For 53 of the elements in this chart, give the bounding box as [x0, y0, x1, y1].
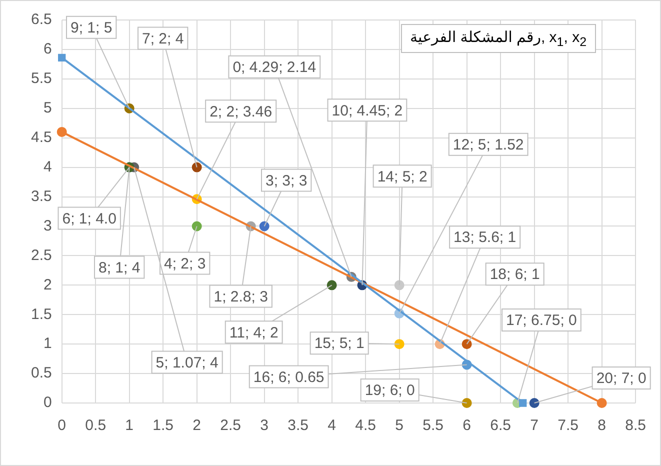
- annotation: 4; 2; 3: [164, 255, 206, 272]
- annotation: 1; 2.8; 3: [214, 288, 268, 306]
- y-tick-label: 2.5: [30, 246, 52, 264]
- annotation: 14; 5; 2: [377, 168, 428, 186]
- x-tick-label: 4.5: [355, 417, 376, 434]
- x-tick-label: 4: [328, 417, 336, 434]
- annotation: 13; 5.6; 1: [454, 229, 516, 246]
- annotation: 11; 4; 2: [229, 324, 278, 342]
- y-tick-label: 6: [44, 40, 52, 58]
- x-tick-label: 5.5: [422, 417, 444, 434]
- x-tick-label: 1.5: [152, 417, 174, 434]
- annotation: 8; 1; 4: [98, 259, 140, 276]
- y-tick-label: 1: [44, 335, 52, 352]
- y-tick-label: 4: [44, 158, 52, 176]
- annotation: 5; 1.07; 4: [156, 354, 218, 372]
- annotation: 7; 2; 4: [142, 30, 184, 48]
- y-tick-label: 3: [44, 217, 52, 234]
- x-tick-label: 1: [125, 417, 134, 434]
- annotation: 15; 5; 1: [314, 335, 364, 352]
- annotation: 0; 4.29; 2.14: [232, 59, 316, 76]
- annotation: 2; 2; 3.46: [210, 103, 272, 120]
- x-tick-label: 8.5: [625, 417, 646, 434]
- x-tick-label: 6: [462, 417, 472, 434]
- y-tick-label: 1.5: [30, 306, 52, 323]
- x-tick-label: 2: [192, 417, 202, 434]
- x-tick-label: 5: [395, 417, 404, 434]
- y-tick-label: 3.5: [30, 188, 52, 205]
- y-tick-label: 5: [44, 100, 52, 117]
- x-tick-label: 7.5: [558, 417, 579, 434]
- annotation: 16; 6; 0.65: [253, 368, 324, 386]
- x-tick-label: 0.5: [85, 417, 106, 434]
- annotation: 17; 6.75; 0: [506, 312, 577, 330]
- y-tick-label: 6.5: [30, 11, 52, 28]
- annotation: 12; 5; 1.52: [452, 136, 524, 154]
- annotation: 20; 7; 0: [596, 370, 646, 388]
- annotation: 10; 4.45; 2: [332, 102, 403, 120]
- x-tick-label: 7: [530, 417, 538, 434]
- annotation: 6; 1; 4.0: [62, 210, 116, 228]
- y-tick-label: 0: [44, 394, 52, 412]
- x-tick-label: 3.5: [288, 417, 309, 434]
- y-tick-label: 5.5: [30, 70, 52, 88]
- y-tick-label: 0.5: [30, 364, 52, 382]
- x-tick-label: 3: [260, 417, 269, 434]
- x-tick-label: 8: [598, 417, 606, 434]
- annotation: 18; 6; 1: [490, 266, 540, 284]
- y-tick-label: 4.5: [30, 128, 52, 146]
- annotation: 19; 6; 0: [364, 382, 415, 400]
- y-tick-label: 2: [44, 276, 52, 294]
- annotation: 3; 3; 3: [265, 172, 308, 190]
- annotation: 9; 1; 5: [70, 20, 112, 37]
- x-tick-label: 6.5: [490, 417, 512, 434]
- x-tick-label: 0: [58, 417, 66, 434]
- x-tick-label: 2.5: [220, 417, 242, 434]
